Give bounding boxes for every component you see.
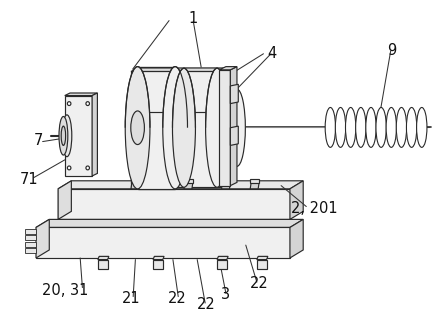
Polygon shape — [138, 67, 175, 189]
Ellipse shape — [86, 166, 89, 170]
Polygon shape — [153, 256, 164, 260]
Ellipse shape — [356, 108, 366, 147]
Ellipse shape — [376, 108, 386, 147]
Polygon shape — [290, 181, 303, 219]
Polygon shape — [219, 70, 230, 186]
Text: 7: 7 — [34, 133, 43, 148]
Ellipse shape — [163, 67, 187, 189]
Ellipse shape — [396, 108, 407, 147]
Ellipse shape — [386, 108, 396, 147]
Polygon shape — [257, 260, 267, 269]
Polygon shape — [230, 126, 238, 145]
Text: 21: 21 — [122, 291, 140, 306]
Polygon shape — [65, 96, 92, 176]
Polygon shape — [25, 242, 36, 247]
Polygon shape — [184, 68, 217, 187]
Polygon shape — [257, 256, 268, 260]
Polygon shape — [25, 248, 36, 253]
Text: 3: 3 — [222, 287, 230, 302]
Polygon shape — [131, 179, 140, 183]
Polygon shape — [25, 229, 36, 234]
Polygon shape — [290, 219, 303, 258]
Polygon shape — [153, 260, 163, 269]
Text: 20, 31: 20, 31 — [42, 283, 88, 297]
Text: 9: 9 — [387, 43, 396, 58]
Polygon shape — [230, 67, 237, 186]
Text: 1: 1 — [188, 11, 198, 26]
Text: 22: 22 — [250, 276, 268, 291]
Text: 22: 22 — [168, 291, 187, 306]
Polygon shape — [58, 181, 303, 189]
Polygon shape — [250, 183, 259, 189]
Polygon shape — [36, 219, 49, 258]
Ellipse shape — [346, 108, 356, 147]
Polygon shape — [131, 112, 222, 187]
Ellipse shape — [366, 108, 376, 147]
Ellipse shape — [86, 102, 89, 106]
Polygon shape — [217, 256, 228, 260]
Ellipse shape — [61, 126, 66, 145]
Polygon shape — [219, 67, 237, 70]
Ellipse shape — [131, 111, 144, 144]
Ellipse shape — [59, 117, 68, 155]
Ellipse shape — [416, 108, 427, 147]
Polygon shape — [217, 260, 227, 269]
Ellipse shape — [172, 68, 195, 187]
Polygon shape — [65, 93, 97, 96]
Polygon shape — [36, 219, 303, 227]
Polygon shape — [222, 179, 230, 183]
Ellipse shape — [335, 108, 346, 147]
Polygon shape — [98, 260, 108, 269]
Polygon shape — [36, 227, 290, 258]
Polygon shape — [58, 181, 71, 219]
Polygon shape — [92, 93, 97, 176]
Polygon shape — [25, 235, 36, 240]
Text: 22: 22 — [197, 297, 215, 312]
Text: 71: 71 — [20, 172, 39, 187]
Polygon shape — [184, 179, 193, 183]
Ellipse shape — [125, 67, 150, 189]
Text: 4: 4 — [268, 46, 277, 61]
Ellipse shape — [325, 108, 335, 147]
Polygon shape — [131, 71, 222, 112]
Polygon shape — [222, 183, 230, 189]
Ellipse shape — [67, 166, 71, 170]
Text: 2, 201: 2, 201 — [291, 201, 338, 216]
Polygon shape — [58, 189, 290, 219]
Polygon shape — [222, 68, 229, 112]
Polygon shape — [98, 256, 109, 260]
Polygon shape — [184, 183, 193, 189]
Ellipse shape — [206, 68, 229, 187]
Polygon shape — [131, 68, 229, 71]
Ellipse shape — [406, 108, 417, 147]
Polygon shape — [230, 84, 238, 104]
Ellipse shape — [67, 102, 71, 106]
Polygon shape — [250, 179, 259, 183]
Ellipse shape — [229, 89, 245, 166]
Polygon shape — [131, 183, 140, 189]
Ellipse shape — [62, 115, 72, 157]
